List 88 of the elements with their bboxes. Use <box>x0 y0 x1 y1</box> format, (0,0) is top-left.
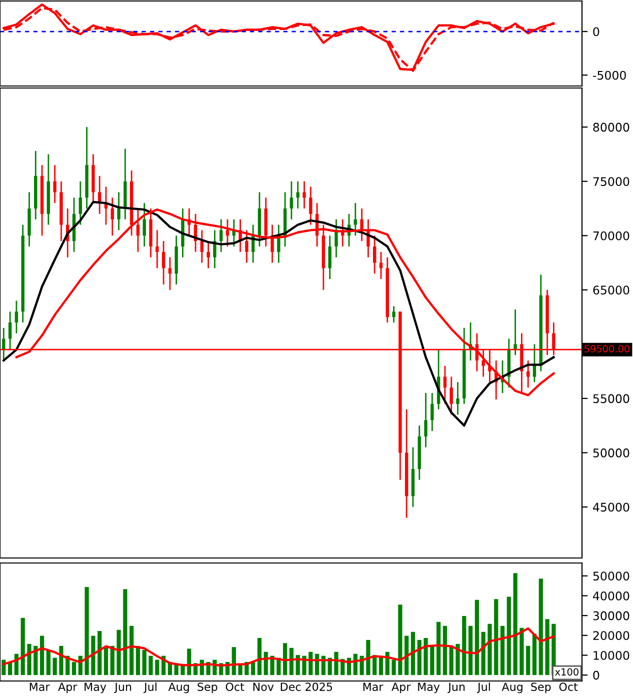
bar <box>468 626 473 676</box>
y-tick-label: 50000 <box>593 448 630 458</box>
bar <box>84 586 89 676</box>
bar <box>436 622 441 676</box>
x-tick-label: May <box>418 682 440 694</box>
bar <box>462 616 466 676</box>
bar <box>72 662 76 676</box>
x-tick-label: Sep <box>198 682 218 694</box>
y-tick-label: 0 <box>593 670 600 680</box>
y-tick-label: 50000 <box>593 572 630 581</box>
x-tick-label: Mar <box>363 682 384 691</box>
bar <box>417 640 422 676</box>
x-tick-label: Nov <box>253 682 274 691</box>
bar <box>20 618 25 676</box>
bar <box>142 650 146 676</box>
y-tick-label: 65000 <box>593 286 630 295</box>
bar <box>27 644 32 676</box>
bar <box>366 640 370 676</box>
x-tick-label: Jul <box>476 682 490 694</box>
x-tick-label: Aug <box>168 682 189 694</box>
annotation: x100 <box>555 668 578 676</box>
bar <box>404 636 409 676</box>
bar <box>251 662 256 676</box>
bar <box>526 646 530 676</box>
y-tick-label: 10000 <box>594 650 630 660</box>
bar <box>488 624 492 676</box>
bar <box>410 632 416 676</box>
bar <box>187 648 192 676</box>
bar <box>481 632 486 676</box>
bar <box>398 604 402 676</box>
x-tick-label: Aug <box>502 682 522 694</box>
bar <box>104 648 108 676</box>
x-tick-label: Dec <box>280 682 301 691</box>
x-tick-label: Jun <box>448 682 465 694</box>
y-tick-label: 70000 <box>593 231 630 240</box>
y-tick-label: 0 <box>593 27 600 36</box>
bar <box>257 638 262 676</box>
bar <box>98 631 102 676</box>
line-series <box>2 627 555 667</box>
y-tick-label: 45000 <box>592 502 630 512</box>
bar <box>91 636 96 676</box>
bar <box>538 578 543 676</box>
y-tick-label: 75000 <box>593 177 630 186</box>
bar <box>238 664 242 676</box>
bar <box>123 589 128 676</box>
bar <box>116 630 121 676</box>
y-tick-label: 80000 <box>593 122 630 132</box>
x-tick-label: Oct <box>226 682 244 691</box>
bar <box>232 647 236 676</box>
bar <box>449 646 454 676</box>
line-series <box>2 200 555 427</box>
bar <box>424 638 428 676</box>
x-tick-label: Apr <box>392 682 411 694</box>
x-tick-label: 2025 <box>306 682 332 691</box>
y-tick-label: 55000 <box>593 394 630 404</box>
bar <box>136 646 140 676</box>
bar <box>283 643 288 676</box>
bar <box>474 600 479 676</box>
x-tick-label: Jun <box>114 682 132 694</box>
x-tick-label: May <box>84 682 106 694</box>
bar <box>130 626 134 676</box>
bar <box>456 644 460 676</box>
bar <box>148 656 153 676</box>
x-tick-label: Mar <box>30 682 50 691</box>
bar <box>392 660 396 676</box>
bar <box>532 634 537 676</box>
y-tick-label: -5000 <box>592 70 626 80</box>
bar <box>46 650 50 676</box>
x-tick-label: Jul <box>143 682 156 694</box>
bar <box>52 658 57 676</box>
bar <box>59 646 64 676</box>
bar <box>40 636 44 676</box>
bar <box>155 660 160 676</box>
x-tick-label: Oct <box>559 682 578 691</box>
y-tick-label: 40000 <box>592 591 630 600</box>
y-tick-label: 30000 <box>593 611 630 620</box>
bar <box>430 646 434 676</box>
x-tick-label: Sep <box>531 682 551 694</box>
ref-line-label: 59500.00 <box>584 345 630 352</box>
bar <box>513 573 518 676</box>
bar <box>506 596 511 676</box>
bar <box>520 628 524 676</box>
y-tick-label: 20000 <box>593 631 630 640</box>
x-tick-label: Apr <box>58 682 78 694</box>
bar <box>545 619 550 676</box>
bar <box>494 599 498 676</box>
bar <box>442 626 448 676</box>
bar <box>500 626 505 676</box>
